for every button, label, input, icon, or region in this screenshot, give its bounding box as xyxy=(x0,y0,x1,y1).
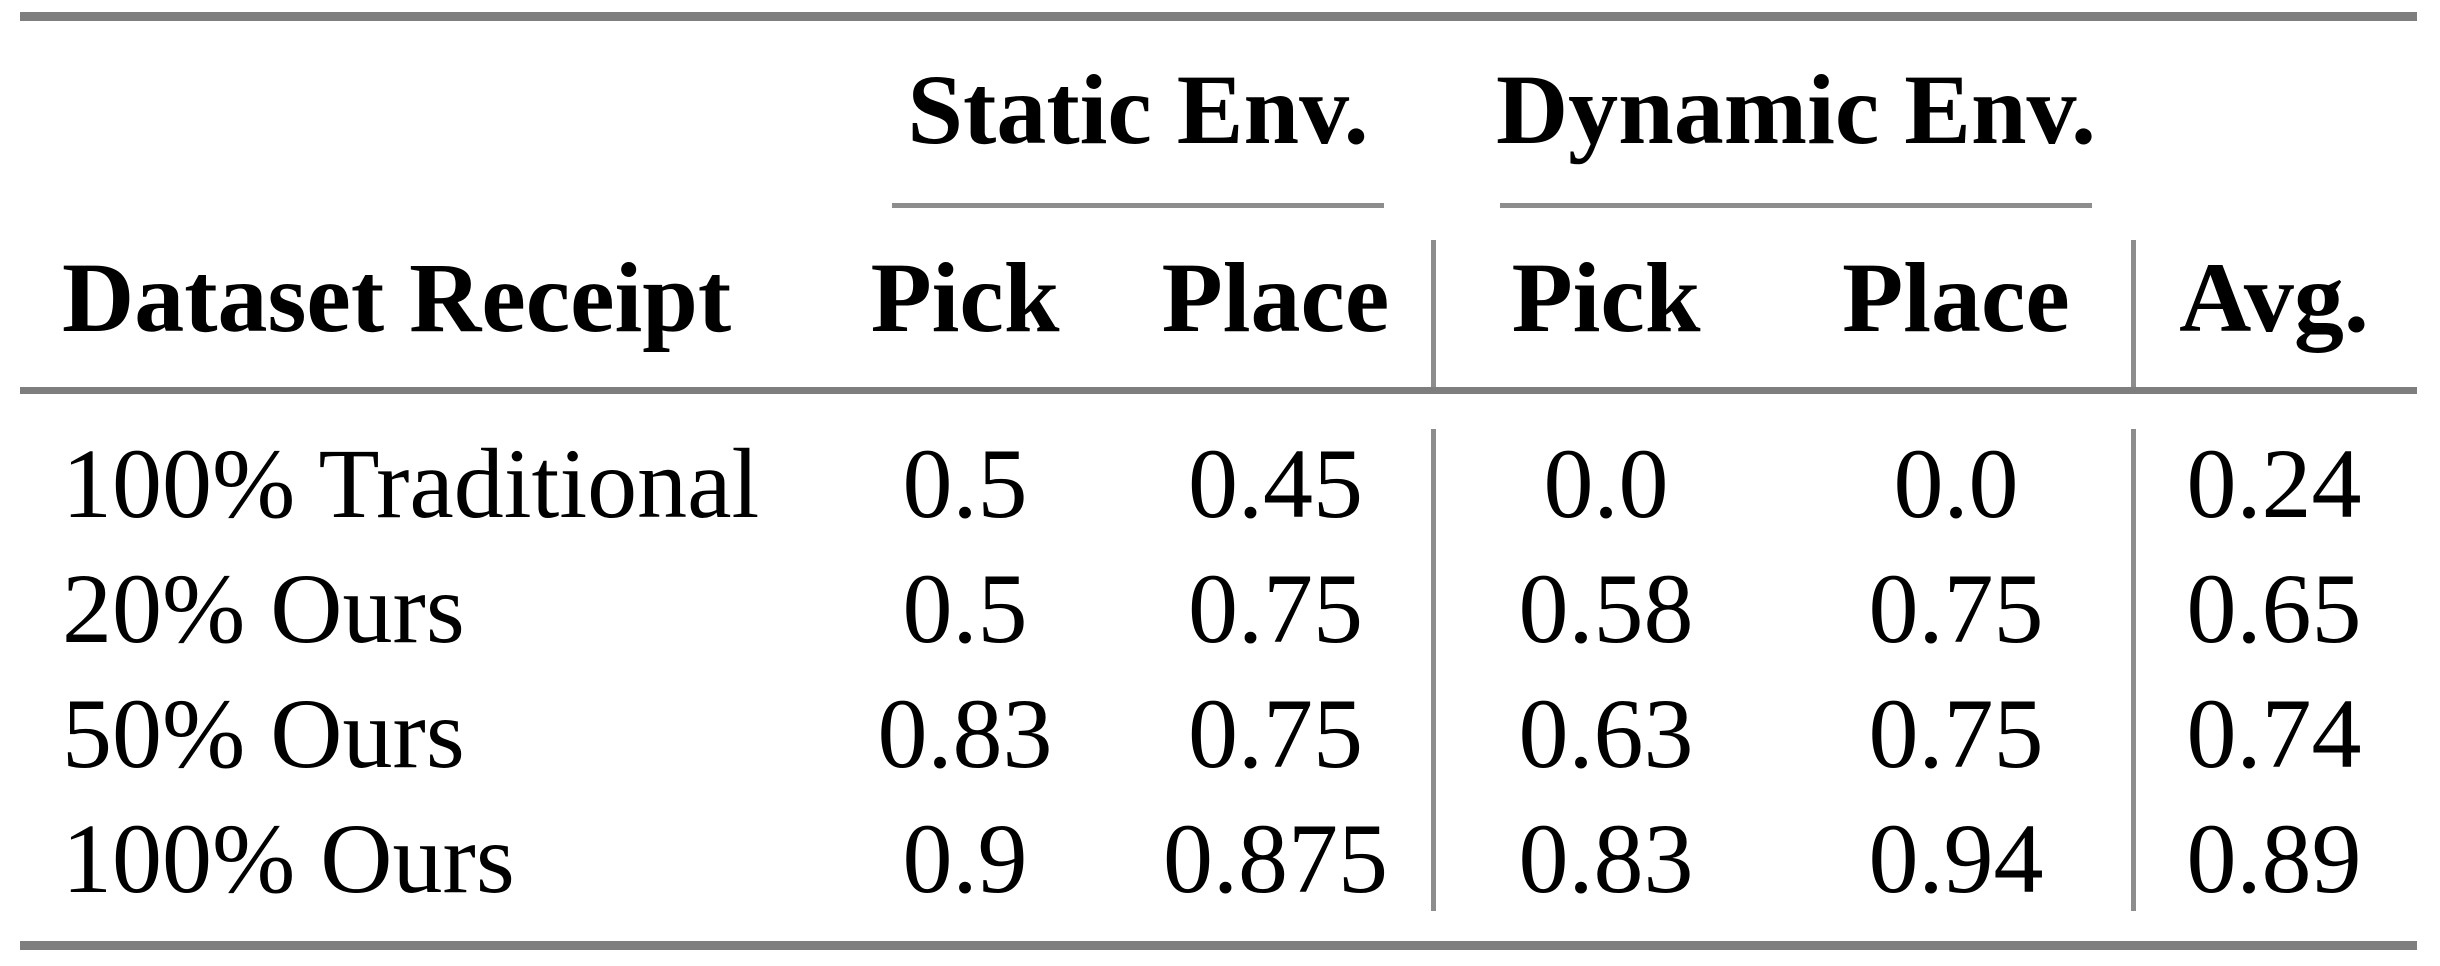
dynamic-pick-value: 0.63 xyxy=(1518,678,1694,789)
static-place-value: 0.875 xyxy=(1163,803,1388,914)
static-pick-value: 0.5 xyxy=(902,553,1028,664)
row-label: 100% Ours xyxy=(62,803,515,914)
dynamic-place-value: 0.94 xyxy=(1868,803,2044,914)
avg-value: 0.89 xyxy=(2186,803,2362,914)
table-bottom-rule xyxy=(20,941,2417,950)
static-place-value: 0.45 xyxy=(1188,428,1363,539)
table-top-rule xyxy=(20,12,2417,21)
dynamic-place-value: 0.75 xyxy=(1868,553,2044,664)
table-header-rule xyxy=(20,387,2417,394)
avg-value: 0.74 xyxy=(2186,678,2362,789)
column-header-row: Dataset Receipt Pick Place Pick Place Av… xyxy=(20,208,2417,387)
table-row: 50% Ours 0.83 0.75 0.63 0.75 0.74 xyxy=(20,671,2417,796)
column-header-dataset-receipt: Dataset Receipt xyxy=(62,242,732,353)
group-header-static-env: Static Env. xyxy=(907,54,1369,165)
static-pick-value: 0.9 xyxy=(902,803,1028,914)
static-pick-value: 0.83 xyxy=(877,678,1053,789)
row-label: 100% Traditional xyxy=(62,428,760,539)
static-group-underline xyxy=(892,203,1384,208)
table-body: 100% Traditional 0.5 0.45 0.0 0.0 0.24 2… xyxy=(0,394,2440,941)
table-row: 100% Ours 0.9 0.875 0.83 0.94 0.89 xyxy=(20,796,2417,921)
column-header-avg: Avg. xyxy=(2179,242,2369,353)
dynamic-pick-value: 0.83 xyxy=(1518,803,1694,914)
dynamic-pick-value: 0.58 xyxy=(1518,553,1694,664)
dynamic-pick-value: 0.0 xyxy=(1543,428,1669,539)
header-divider-static-dynamic xyxy=(1431,240,1436,387)
static-place-value: 0.75 xyxy=(1188,678,1363,789)
table-row: 20% Ours 0.5 0.75 0.58 0.75 0.65 xyxy=(20,546,2417,671)
dynamic-place-value: 0.75 xyxy=(1868,678,2044,789)
column-header-static-pick: Pick xyxy=(870,242,1060,353)
row-label: 50% Ours xyxy=(62,678,465,789)
static-place-value: 0.75 xyxy=(1188,553,1363,664)
dynamic-place-value: 0.0 xyxy=(1893,428,2019,539)
row-label: 20% Ours xyxy=(62,553,465,664)
avg-value: 0.65 xyxy=(2186,553,2362,664)
dynamic-group-underline xyxy=(1500,203,2092,208)
group-header-dynamic-env: Dynamic Env. xyxy=(1495,54,2097,165)
column-header-static-place: Place xyxy=(1161,242,1390,353)
table-row: 100% Traditional 0.5 0.45 0.0 0.0 0.24 xyxy=(20,421,2417,546)
body-divider-dynamic-avg xyxy=(2131,429,2136,911)
body-divider-static-dynamic xyxy=(1431,429,1436,911)
column-header-dynamic-place: Place xyxy=(1842,242,2070,353)
avg-value: 0.24 xyxy=(2186,428,2362,539)
header-divider-dynamic-avg xyxy=(2131,240,2136,387)
static-pick-value: 0.5 xyxy=(902,428,1028,539)
column-header-dynamic-pick: Pick xyxy=(1511,242,1701,353)
